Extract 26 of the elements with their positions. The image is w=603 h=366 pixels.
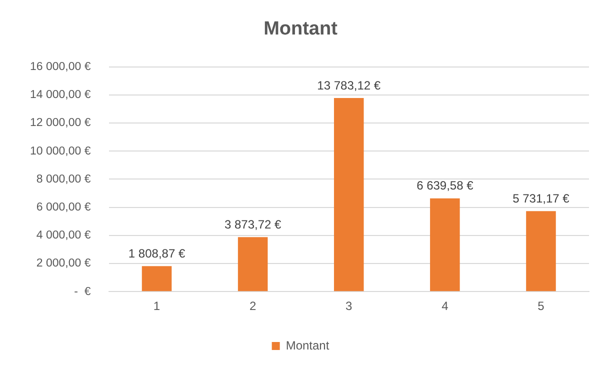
y-tick-label: 12 000,00 €: [30, 117, 92, 130]
y-tick-label: 4 000,00 €: [36, 230, 92, 242]
x-tick-label: 4: [442, 299, 449, 314]
x-tick-label: 1: [153, 299, 160, 314]
y-tick-label: 16 000,00 €: [30, 60, 92, 73]
bar: [430, 198, 460, 292]
data-label: 5 731,17 €: [512, 191, 570, 206]
data-label: 1 808,87 €: [128, 246, 186, 260]
data-label: 3 873,72 €: [224, 217, 282, 232]
y-tick-label: 2 000,00 €: [36, 258, 92, 270]
x-tick-label: 3: [346, 299, 353, 314]
y-tick-label: 10 000,00 €: [30, 145, 92, 158]
legend-label: Montant: [286, 338, 330, 352]
x-tick-label: 2: [249, 299, 256, 314]
y-tick-label: 14 000,00 €: [30, 89, 92, 102]
x-tick-label: 5: [538, 299, 545, 314]
bar: [526, 211, 556, 292]
bar: [334, 98, 364, 292]
y-tick-label: 6 000,00 €: [36, 201, 92, 214]
data-label: 6 639,58 €: [416, 178, 474, 193]
bar: [238, 237, 268, 292]
y-tick-label: 8 000,00 €: [36, 173, 92, 186]
data-label: 13 783,12 €: [317, 78, 381, 92]
chart-title: Montant: [264, 18, 338, 40]
bar: [142, 266, 172, 292]
y-tick-label: - €: [74, 286, 92, 298]
